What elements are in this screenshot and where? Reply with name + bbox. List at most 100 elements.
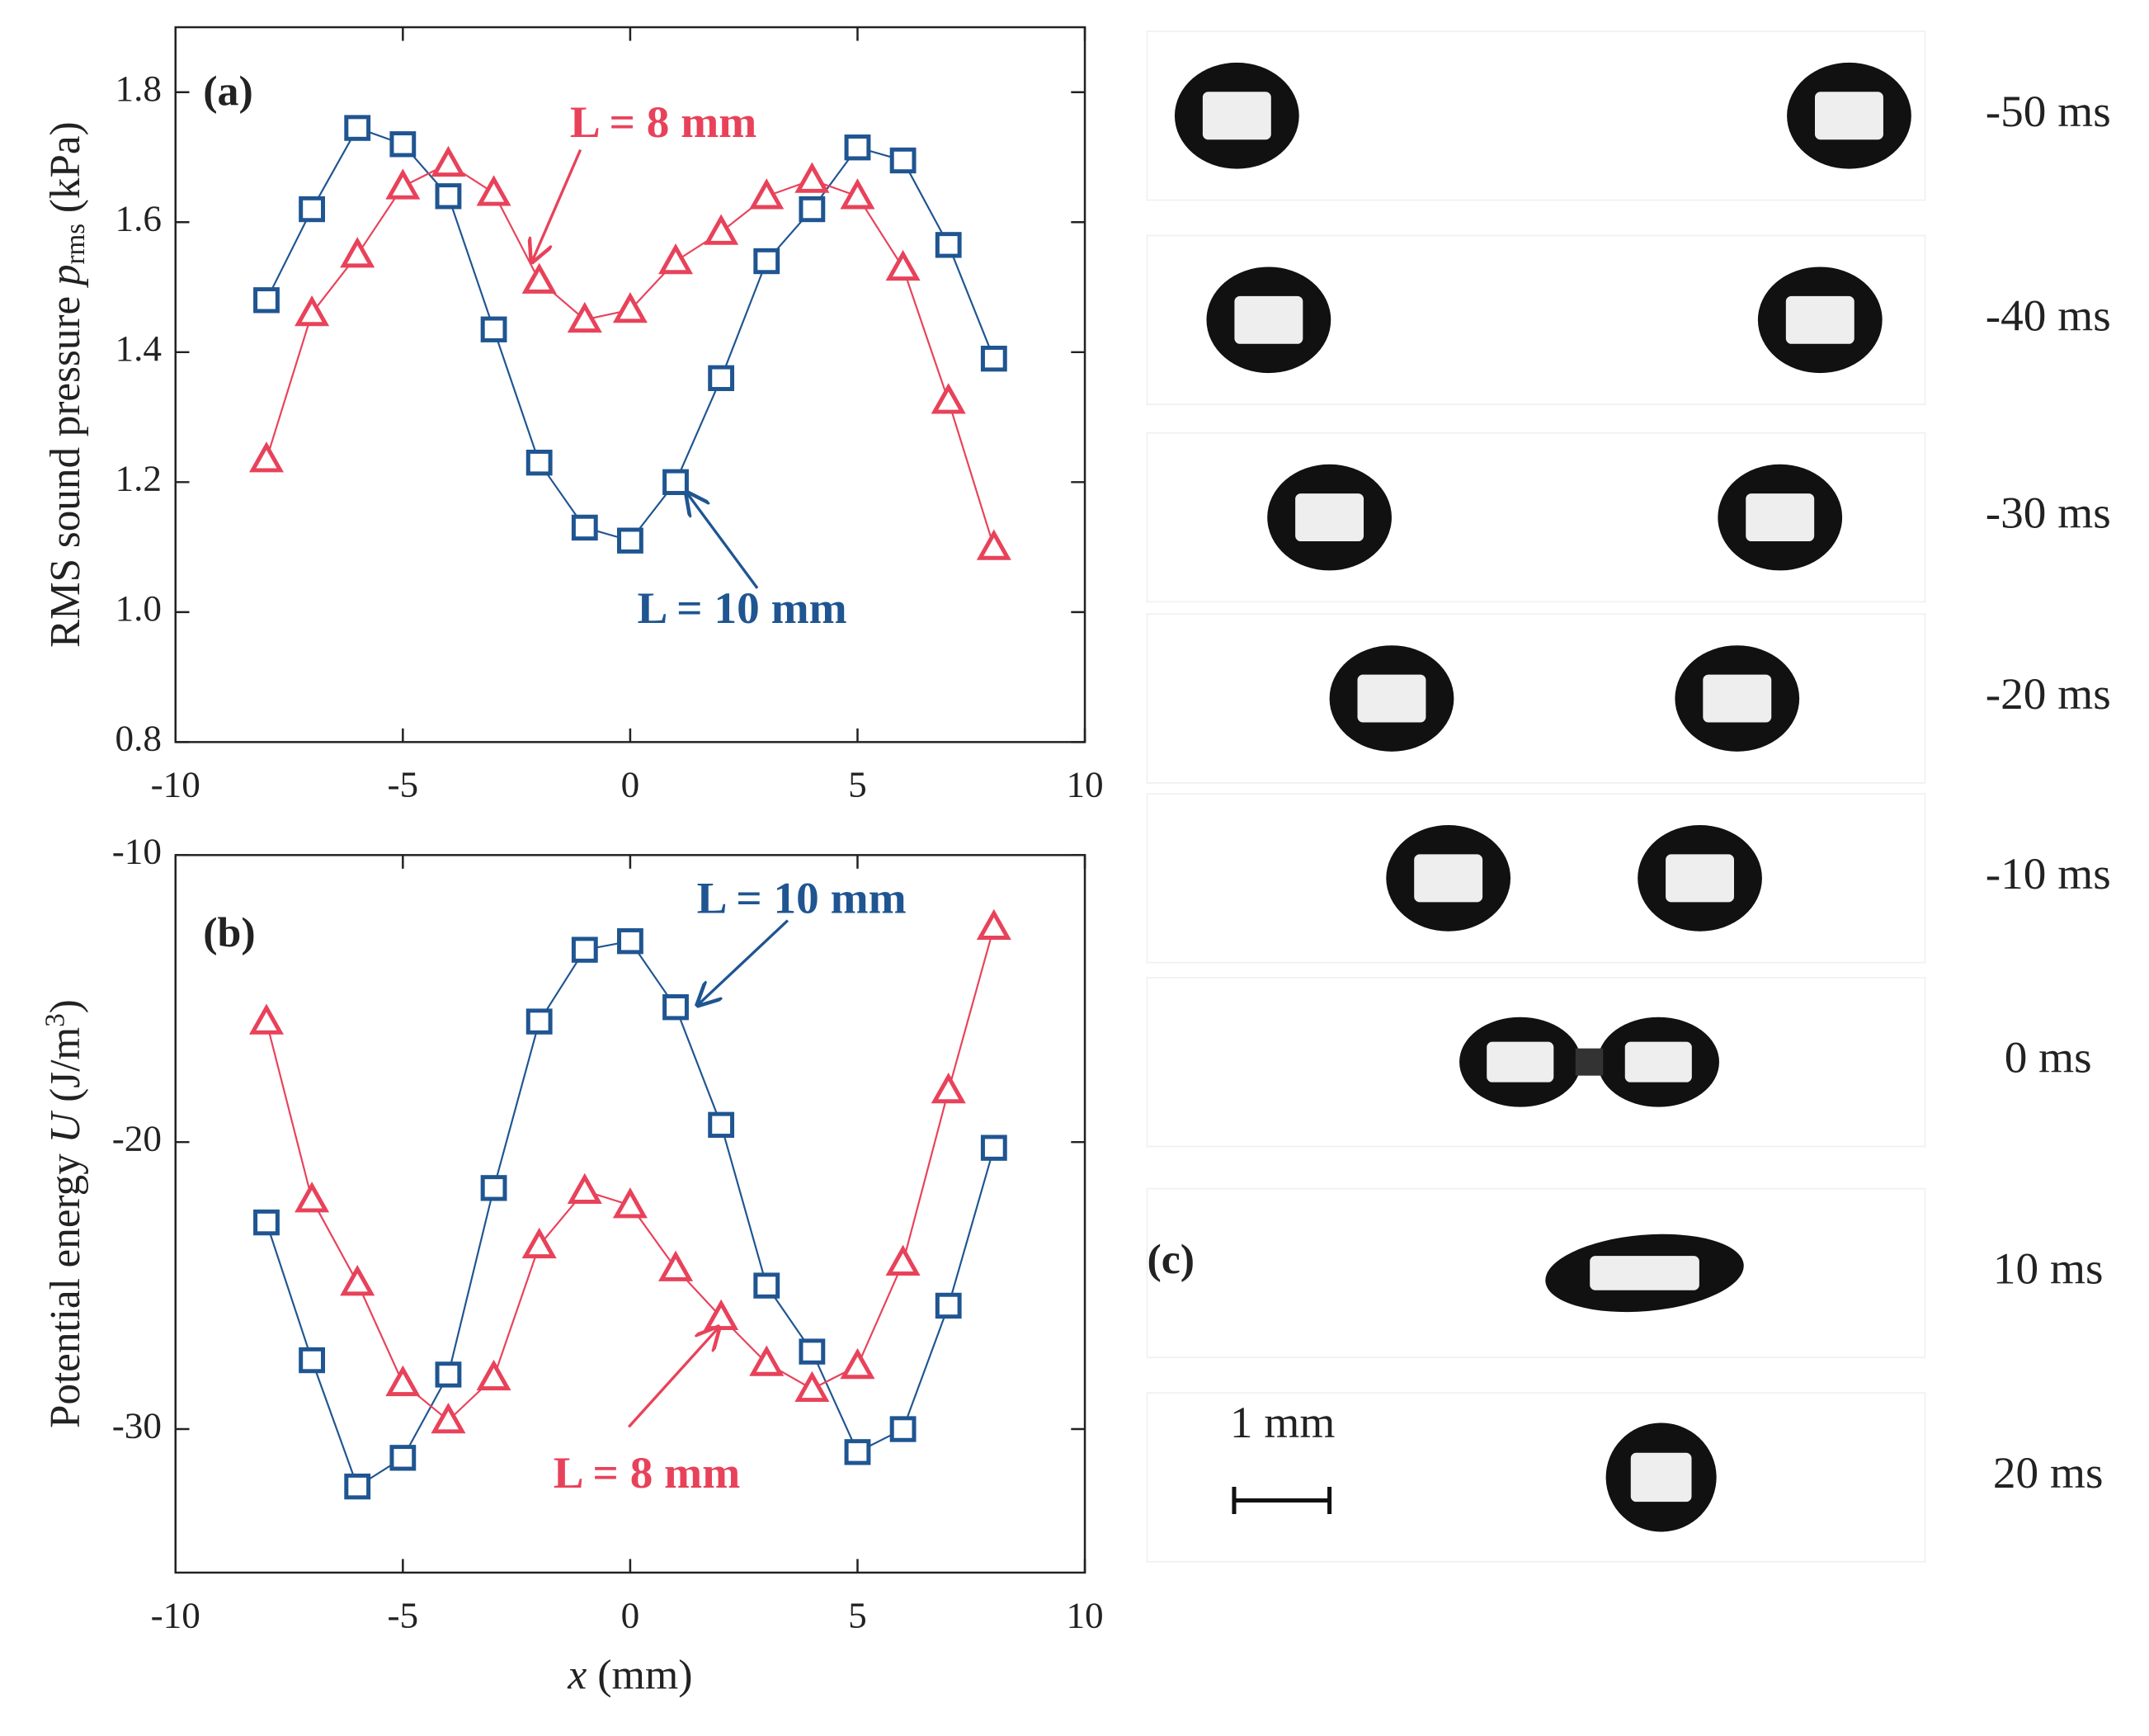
x-tick-label: 10 [1066, 764, 1103, 805]
data-point [525, 1008, 553, 1035]
time-label: -40 ms [1986, 290, 2111, 341]
data-point [295, 295, 330, 327]
data-point [794, 1370, 830, 1403]
data-point [749, 1345, 785, 1376]
y-axis-label-part: 3 [40, 1013, 71, 1026]
data-point [525, 450, 553, 476]
y-axis-label-part: U [41, 1111, 88, 1144]
data-point [340, 1265, 375, 1296]
time-label: 20 ms [1993, 1447, 2104, 1498]
data-point [253, 1209, 280, 1236]
y-tick-label: 0.8 [115, 718, 162, 759]
droplet-highlight [1590, 1256, 1699, 1290]
data-point [476, 175, 511, 206]
data-point [253, 287, 280, 314]
data-point [799, 196, 826, 223]
time-label: -50 ms [1986, 86, 2111, 136]
x-tick-label: -5 [387, 1595, 418, 1636]
annotation-arrow [698, 919, 789, 1005]
y-tick-label: -30 [112, 1405, 162, 1446]
droplet-highlight [1487, 1041, 1554, 1083]
droplet-highlight [1624, 1041, 1692, 1083]
series-annotation: L = 10 mm [638, 583, 847, 633]
series-line [266, 126, 995, 542]
image-frame [1146, 793, 1926, 964]
data-point [753, 248, 780, 275]
data-point [521, 1227, 557, 1259]
y-tick-label: -20 [112, 1118, 162, 1159]
data-point [435, 183, 462, 210]
data-point [980, 345, 1007, 372]
data-point [295, 1182, 330, 1213]
data-point [344, 1473, 371, 1500]
data-point [980, 1135, 1007, 1161]
data-point [931, 383, 966, 414]
x-axis-label-part: x [567, 1652, 587, 1699]
data-point [248, 441, 285, 473]
image-frame [1146, 613, 1926, 784]
data-point [616, 928, 643, 955]
data-point [389, 1445, 417, 1471]
data-point [658, 243, 694, 275]
data-point [571, 514, 598, 541]
data-point [480, 316, 507, 342]
y-axis-label-part: p [41, 264, 88, 289]
droplet-highlight [1202, 92, 1271, 140]
data-point [612, 1187, 648, 1219]
annotation-arrow [532, 149, 582, 262]
x-tick-label: 10 [1066, 1595, 1103, 1636]
data-point [431, 145, 466, 177]
time-label: -30 ms [1986, 488, 2111, 538]
y-axis-label-part: rms [59, 224, 90, 264]
x-tick-label: 0 [621, 764, 640, 805]
x-tick-label: -5 [387, 764, 418, 805]
series-line [265, 927, 995, 1422]
y-axis-label-part: ) [41, 999, 88, 1013]
droplet-highlight [1785, 295, 1854, 344]
data-point [340, 237, 375, 268]
panel-label: (b) [203, 909, 255, 956]
data-point [299, 1347, 326, 1374]
series-annotation: L = 8 mm [554, 1447, 740, 1498]
data-point [935, 1292, 962, 1319]
y-tick-label: -10 [112, 831, 162, 872]
y-axis-label-part: (J/m [41, 1027, 88, 1113]
time-label: 0 ms [2005, 1032, 2092, 1083]
scale-bar-label: 1 mm [1230, 1397, 1335, 1447]
series-annotation: L = 8 mm [570, 97, 756, 147]
x-tick-label: 0 [621, 1595, 640, 1636]
scale-bar [1232, 1487, 1332, 1515]
data-point [935, 232, 962, 258]
droplet-highlight [1234, 295, 1303, 344]
droplet-highlight [1746, 493, 1815, 542]
data-point [840, 178, 875, 210]
y-axis-label-part: Potential energy [41, 1143, 88, 1428]
data-point [844, 1439, 871, 1465]
data-point [662, 469, 689, 495]
data-point [885, 249, 921, 281]
data-point [480, 1175, 507, 1201]
annotation-arrow [627, 1328, 719, 1428]
x-axis-label-part: (mm) [587, 1652, 692, 1699]
data-point [389, 131, 417, 158]
data-point [299, 196, 326, 223]
data-point [753, 1272, 780, 1299]
image-panel: -50 ms -40 ms -30 ms -20 ms -10 ms 0 ms 10 ms 2… [1146, 31, 2111, 1563]
y-axis-label: Potential energy U (J/m3) [40, 999, 89, 1428]
droplet-neck [1575, 1048, 1604, 1076]
droplet-highlight [1357, 674, 1426, 723]
data-point [567, 301, 602, 333]
series-line [265, 163, 995, 548]
data-point [616, 527, 643, 554]
time-label: -20 ms [1986, 668, 2111, 719]
data-point [567, 1172, 602, 1204]
droplet-highlight [1295, 493, 1364, 542]
data-point [708, 365, 735, 391]
data-point [662, 994, 689, 1021]
y-axis-label-part: (kPa) [41, 121, 88, 224]
data-point [658, 1250, 694, 1281]
series-annotation: L = 10 mm [697, 873, 907, 923]
data-point [889, 147, 917, 174]
data-point [385, 1365, 421, 1397]
